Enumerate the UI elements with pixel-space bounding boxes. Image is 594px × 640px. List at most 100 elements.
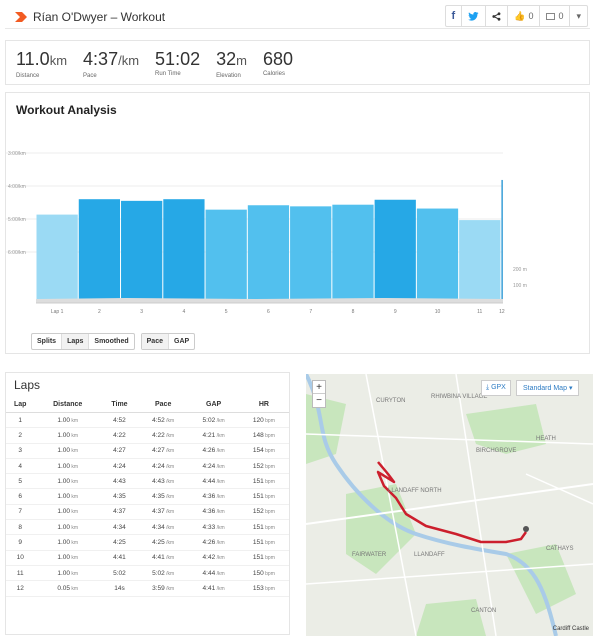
laps-cell: 3:59 /km [137, 580, 189, 597]
laps-cell: 4:36 /km [188, 488, 239, 505]
stats-bar: 11.0km Distance 4:37/km Pace 51:02 Run T… [5, 40, 590, 85]
laps-cell: 153 bpm [238, 580, 289, 597]
metric-group: Pace GAP [140, 333, 196, 350]
lap-bar[interactable] [459, 220, 501, 303]
table-row: 6 1.00 km 4:35 4:35 /km 4:36 /km 151 bpm [6, 488, 289, 505]
laps-cell: 1.00 km [34, 427, 101, 444]
x-tick-label: 10 [435, 309, 441, 315]
laps-cell: 4:27 [100, 443, 138, 459]
like-button[interactable]: 👍 0 [508, 5, 541, 27]
y-tick-label: 4:00/km [8, 184, 26, 190]
laps-cell: 12 [6, 580, 35, 597]
zoom-in-button[interactable]: + [313, 381, 325, 394]
x-tick-label: 11 [477, 309, 482, 315]
laps-button[interactable]: Laps [62, 334, 90, 349]
lap-bar[interactable] [247, 205, 290, 303]
laps-header-distance[interactable]: Distance [34, 397, 101, 413]
laps-cell: 5:02 /km [137, 565, 189, 582]
table-row: 7 1.00 km 4:37 4:37 /km 4:36 /km 152 bpm [6, 504, 289, 521]
gpx-download-button[interactable]: ⤓ GPX [481, 380, 511, 396]
caret-down-icon: ▾ [568, 385, 573, 392]
map-label: LLANDAFF NORTH [388, 488, 442, 494]
map-canvas[interactable]: CURYTON RHIWBINA VILLAGE BIRCHGROVE HEAT… [306, 374, 593, 636]
lap-bar[interactable] [332, 204, 374, 303]
laps-cell: 10 [6, 550, 35, 566]
lap-bar[interactable] [290, 206, 332, 303]
workout-analysis-panel: Workout Analysis 3:00/km 4:00/km 5:00/km 6:… [5, 92, 590, 354]
laps-header-lap[interactable]: Lap [6, 397, 35, 413]
laps-cell: 4:34 /km [137, 519, 189, 536]
laps-cell: 1.00 km [34, 534, 101, 551]
pace-button[interactable]: Pace [141, 334, 169, 349]
x-tick-label: 6 [267, 309, 270, 315]
stat-distance: 11.0km Distance [16, 49, 68, 79]
map-label: CANTON [471, 608, 496, 614]
laps-cell: 1.00 km [34, 488, 101, 505]
comment-button[interactable]: 0 [540, 5, 571, 27]
table-row: 10 1.00 km 4:41 4:41 /km 4:42 /km 151 bpm [6, 550, 289, 566]
lap-bar[interactable] [36, 214, 78, 303]
lap-bar[interactable] [78, 199, 121, 303]
laps-cell: 4:34 [100, 519, 138, 536]
laps-cell: 3 [6, 443, 35, 459]
route-map[interactable]: CURYTON RHIWBINA VILLAGE BIRCHGROVE HEAT… [306, 374, 593, 636]
laps-header-gap[interactable]: GAP [188, 397, 239, 413]
lap-bar[interactable] [121, 200, 163, 303]
table-row: 3 1.00 km 4:27 4:27 /km 4:26 /km 154 bpm [6, 443, 289, 459]
laps-title: Laps [14, 378, 41, 392]
x-tick-label: 8 [352, 309, 355, 315]
x-tick-label: 5 [225, 309, 228, 315]
smoothed-button[interactable]: Smoothed [94, 338, 129, 345]
y-tick-label: 6:00/km [8, 250, 26, 256]
laps-cell: 8 [6, 519, 35, 536]
laps-cell: 11 [6, 565, 35, 582]
laps-cell: 7 [6, 504, 35, 521]
laps-cell: 4:35 /km [137, 488, 189, 505]
zoom-out-button[interactable]: − [316, 395, 322, 406]
table-row: 5 1.00 km 4:43 4:43 /km 4:44 /km 151 bpm [6, 473, 289, 490]
page-title: Rían O'Dwyer – Workout [33, 9, 166, 24]
x-tick-label: 4 [183, 309, 186, 315]
laps-cell: 1.00 km [34, 504, 101, 521]
laps-cell: 1.00 km [34, 412, 101, 429]
gap-button[interactable]: GAP [174, 338, 190, 345]
stat-pace: 4:37/km Pace [83, 49, 140, 79]
map-label: RHIWBINA VILLAGE [431, 394, 487, 400]
chevron-down-icon[interactable]: ▾ [576, 10, 581, 21]
laps-cell: 4:37 /km [137, 504, 189, 521]
laps-cell: 4:43 [100, 473, 138, 490]
zoom-controls: + − [312, 380, 326, 408]
twitter-share-icon[interactable] [462, 5, 487, 27]
elevation-tick-label: 100 m [513, 283, 527, 289]
x-tick-label: 9 [394, 309, 397, 315]
map-label: CURYTON [376, 398, 405, 404]
splits-button[interactable]: Splits [32, 334, 63, 349]
laps-panel: Laps Lap Distance Time Pace GAP HR 1 1.00 km 4:… [5, 372, 290, 635]
laps-cell: 151 bpm [238, 534, 289, 551]
stat-elevation: 32m Elevation [216, 49, 247, 79]
laps-cell: 4:25 /km [137, 534, 189, 551]
table-row: 9 1.00 km 4:25 4:25 /km 4:26 /km 151 bpm [6, 534, 289, 551]
laps-header-pace[interactable]: Pace [137, 397, 189, 413]
laps-cell: 1.00 km [34, 519, 101, 536]
laps-cell: 5:02 [100, 565, 138, 582]
facebook-share-icon[interactable]: f [446, 5, 463, 27]
lap-bar[interactable] [501, 179, 503, 303]
lap-bar[interactable] [205, 209, 247, 303]
laps-header-time[interactable]: Time [100, 397, 138, 413]
download-icon: ⤓ [486, 384, 490, 391]
lap-bar[interactable] [374, 199, 416, 303]
chart-controls: Splits Laps Smoothed Pace GAP [31, 333, 201, 350]
laps-cell: 1.00 km [34, 550, 101, 566]
laps-cell: 4:26 /km [188, 534, 239, 551]
lap-bar[interactable] [416, 208, 459, 303]
map-type-select[interactable]: Standard Map ▾ [516, 380, 580, 396]
share-icon[interactable] [486, 5, 509, 27]
lap-bar[interactable] [163, 199, 205, 303]
laps-cell: 148 bpm [238, 427, 289, 444]
laps-cell: 154 bpm [238, 443, 289, 459]
laps-cell: 1.00 km [34, 565, 101, 582]
laps-cell: 1.00 km [34, 458, 101, 475]
laps-header-hr[interactable]: HR [238, 397, 289, 413]
pace-chart[interactable]: 3:00/km 4:00/km 5:00/km 6:00/km Lap 1 2 3 4 5 6 7 8… [6, 133, 591, 373]
